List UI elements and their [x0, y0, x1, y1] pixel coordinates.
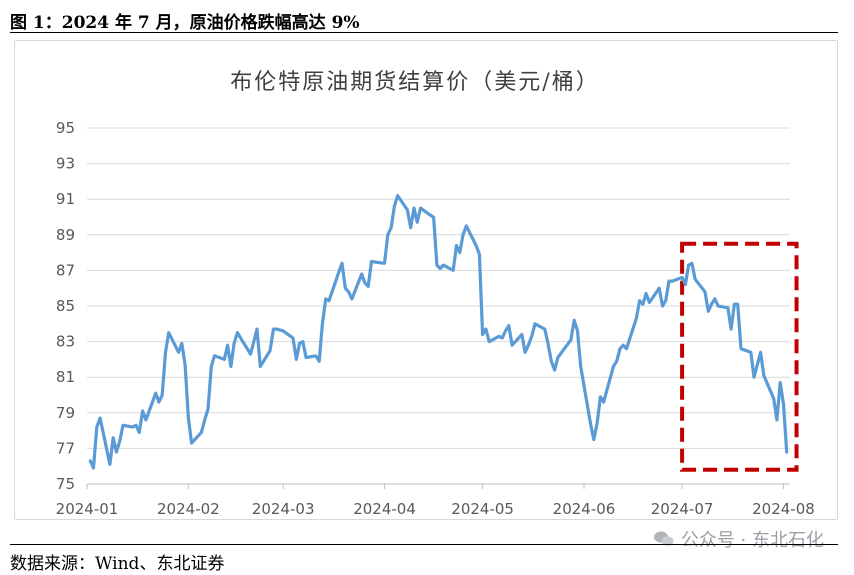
y-tick-label: 79	[56, 404, 75, 422]
y-tick-label: 83	[56, 333, 75, 351]
x-axis-ticks: 2024-01 2024-02 2024-03 2024-04 2024-05 2024-…	[56, 484, 815, 518]
highlight-layer	[680, 241, 799, 472]
wechat-icon	[653, 531, 674, 546]
x-tick-label: 2024-01	[56, 500, 119, 518]
highlight-box	[680, 241, 799, 472]
y-tick-label: 91	[56, 190, 75, 208]
watermark-text: 公众号 · 东北石化	[680, 530, 824, 551]
y-tick-label: 85	[56, 297, 75, 315]
x-tick-label: 2024-04	[353, 500, 416, 518]
figure-caption: 图 1：2024 年 7 月，原油价格跌幅高达 9%	[10, 13, 360, 33]
y-tick-label: 95	[56, 119, 75, 137]
y-tick-label: 75	[56, 475, 75, 493]
x-tick-label: 2024-03	[252, 500, 315, 518]
chart-frame: 布伦特原油期货结算价（美元/桶） 75 77 79 81 83 85 87 89 91 93 95 …	[14, 40, 838, 520]
y-tick-label: 87	[56, 261, 75, 279]
series-layer	[88, 194, 789, 470]
top-rule	[10, 32, 838, 33]
source-note: 数据来源：Wind、东北证券	[10, 554, 225, 574]
y-axis-ticks: 75 77 79 81 83 85 87 89 91 93 95	[56, 119, 75, 493]
series-line-0	[88, 194, 789, 470]
x-tick-label: 2024-08	[752, 500, 815, 518]
y-tick-label: 77	[56, 439, 75, 457]
x-tick-label: 2024-02	[157, 500, 220, 518]
bottom-rule	[10, 544, 838, 545]
x-tick-label: 2024-05	[451, 500, 514, 518]
gridlines	[87, 127, 790, 485]
watermark: 公众号 · 东北石化	[653, 526, 824, 552]
y-tick-label: 93	[56, 155, 75, 173]
x-tick-label: 2024-06	[553, 500, 616, 518]
chart-svg: 布伦特原油期货结算价（美元/桶） 7577798183858789919395 …	[56, 70, 815, 518]
y-tick-label: 89	[56, 226, 75, 244]
x-tick-label: 2024-07	[651, 500, 714, 518]
chart-title: 布伦特原油期货结算价（美元/桶）	[230, 70, 599, 95]
y-tick-label: 81	[56, 368, 75, 386]
